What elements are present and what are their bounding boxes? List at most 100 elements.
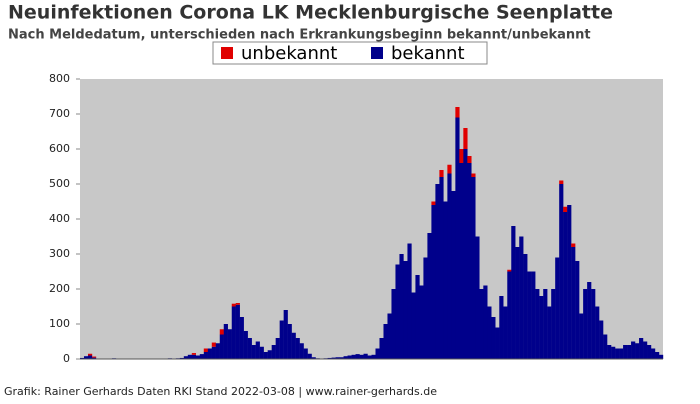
bar: [364, 354, 368, 359]
bar: [543, 289, 547, 359]
bar: [256, 342, 260, 360]
bar: [192, 353, 196, 355]
legend-swatch: [371, 47, 383, 59]
bar: [643, 342, 647, 360]
bar: [228, 329, 232, 359]
bar: [479, 289, 483, 359]
bar: [88, 356, 92, 360]
legend-label: bekannt: [391, 43, 465, 64]
bar: [220, 335, 224, 360]
bar: [387, 314, 391, 360]
bar: [587, 282, 591, 359]
bar: [264, 352, 268, 359]
bar: [475, 237, 479, 360]
y-tick-label: 600: [49, 142, 70, 155]
bar: [383, 324, 387, 359]
bar: [395, 265, 399, 360]
bar: [459, 149, 463, 163]
bar: [547, 307, 551, 360]
bar: [659, 355, 663, 359]
bar: [551, 289, 555, 359]
bar: [563, 212, 567, 359]
y-tick-label: 700: [49, 107, 70, 120]
chart-subtitle: Nach Meldedatum, unterschieden nach Erkr…: [8, 28, 591, 43]
bar: [352, 355, 356, 359]
bar: [236, 303, 240, 305]
bar: [455, 107, 459, 118]
bar: [619, 349, 623, 360]
bar: [467, 156, 471, 163]
y-tick-label: 400: [49, 212, 70, 225]
bar: [375, 349, 379, 360]
bar: [483, 286, 487, 360]
bar: [220, 329, 224, 334]
y-tick-label: 0: [63, 352, 70, 365]
bar: [535, 289, 539, 359]
bar: [296, 338, 300, 359]
bar: [559, 184, 563, 359]
bar: [511, 226, 515, 359]
bar: [268, 350, 272, 359]
bar: [188, 355, 192, 359]
bar: [240, 317, 244, 359]
bar: [507, 272, 511, 360]
bar: [204, 349, 208, 353]
y-tick-label: 200: [49, 282, 70, 295]
bar: [216, 343, 220, 359]
bar: [603, 335, 607, 360]
bar: [224, 324, 228, 359]
bar: [360, 355, 364, 359]
bar: [635, 343, 639, 359]
bar: [212, 343, 216, 347]
bar: [559, 181, 563, 185]
bar: [272, 345, 276, 359]
bar: [499, 296, 503, 359]
bar: [623, 345, 627, 359]
bar: [599, 321, 603, 360]
bar: [260, 347, 264, 359]
bar: [555, 258, 559, 360]
bar: [463, 149, 467, 359]
bar: [288, 324, 292, 359]
bar: [439, 170, 443, 177]
bar: [631, 342, 635, 360]
bar: [655, 352, 659, 359]
bar: [368, 356, 372, 360]
bar: [423, 258, 427, 360]
bar: [196, 356, 200, 360]
bar: [439, 177, 443, 359]
bar: [348, 356, 352, 360]
bar: [372, 355, 376, 359]
bar: [647, 345, 651, 359]
bar: [463, 128, 467, 149]
bar: [567, 205, 571, 359]
bar: [611, 347, 615, 359]
chart-title: Neuinfektionen Corona LK Mecklenburgisch…: [8, 2, 613, 24]
bar: [248, 338, 252, 359]
bar: [236, 305, 240, 359]
bar: [523, 254, 527, 359]
bar: [443, 202, 447, 360]
bar: [503, 307, 507, 360]
legend-label: unbekannt: [241, 43, 337, 64]
bar: [487, 307, 491, 360]
bar: [571, 244, 575, 248]
bar: [244, 331, 248, 359]
bar: [399, 254, 403, 359]
bar: [212, 347, 216, 359]
bar: [304, 349, 308, 360]
bar: [88, 354, 92, 356]
bar: [607, 345, 611, 359]
bar: [192, 355, 196, 359]
bar: [467, 163, 471, 359]
bar: [451, 191, 455, 359]
bar: [391, 289, 395, 359]
bar: [627, 345, 631, 359]
legend-swatch: [221, 47, 233, 59]
bar: [356, 354, 360, 359]
bar: [531, 272, 535, 360]
y-tick-label: 500: [49, 177, 70, 190]
bar: [515, 247, 519, 359]
y-tick-label: 800: [49, 72, 70, 85]
